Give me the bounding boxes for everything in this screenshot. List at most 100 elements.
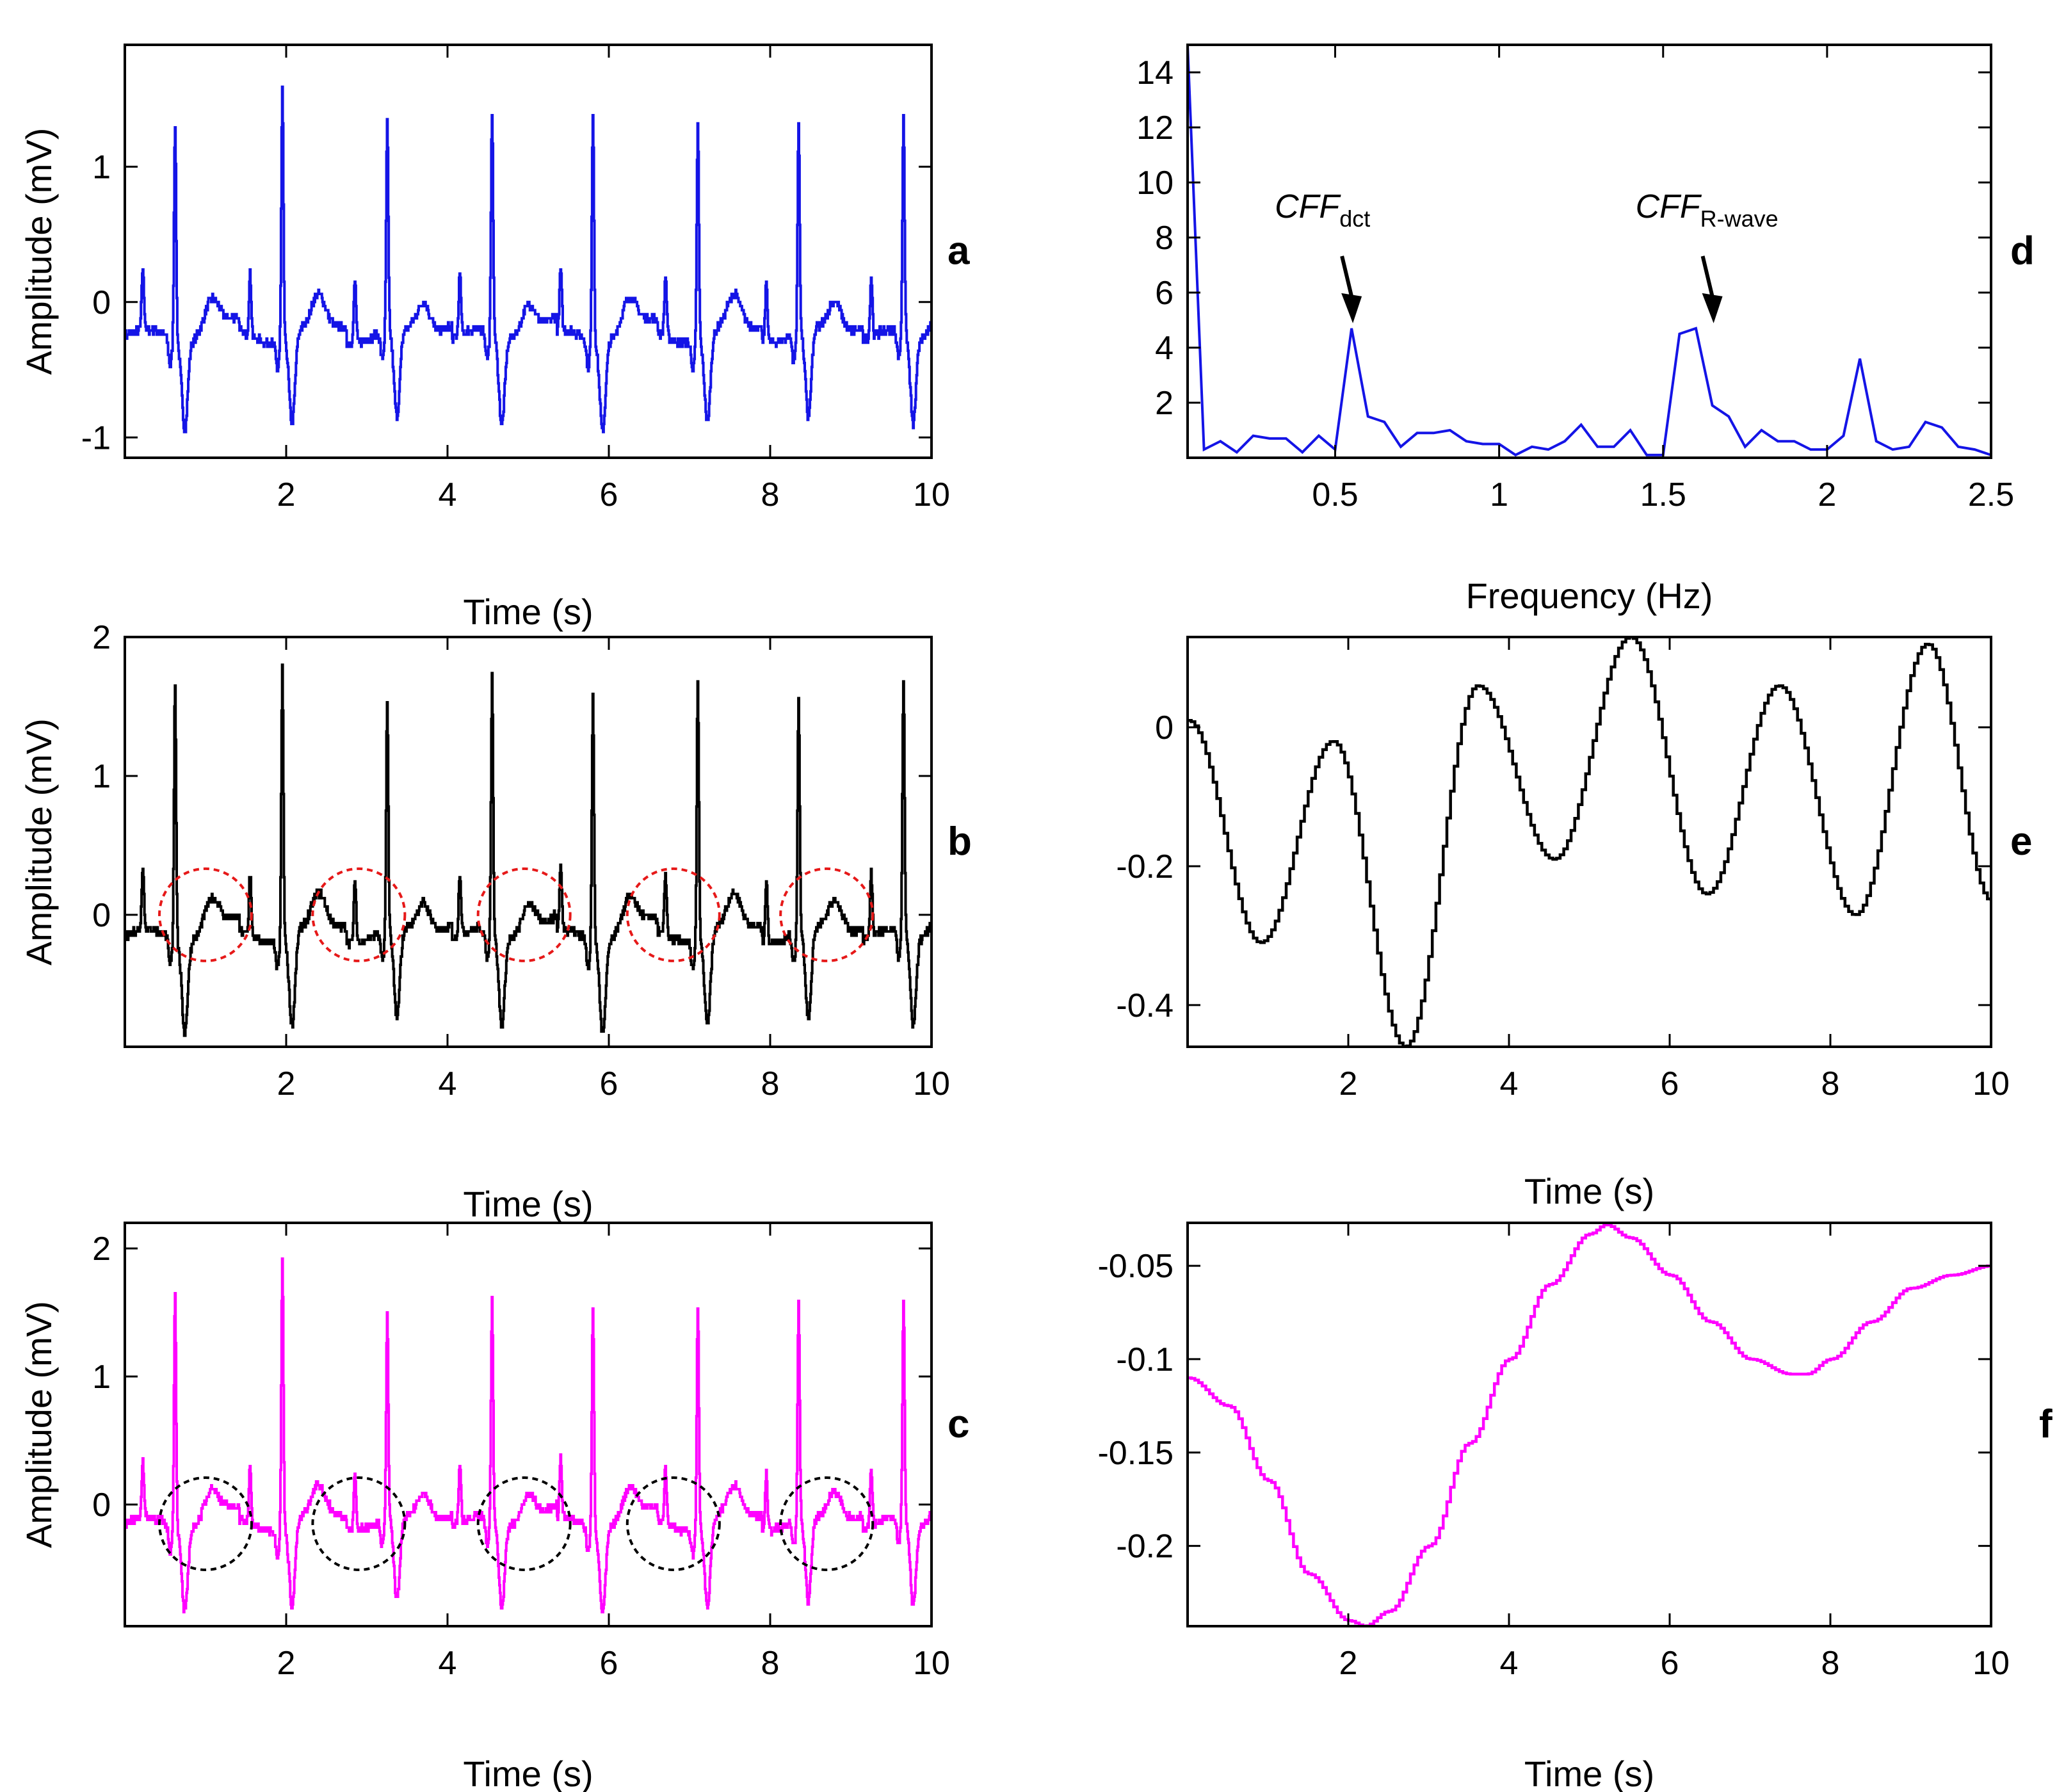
highlight-circle-b-4 [779, 867, 875, 962]
ytick-label-d-1: 4 [1155, 330, 1174, 367]
xtick-label-c-2: 6 [600, 1645, 618, 1682]
ytick-label-a-2: 1 [92, 149, 111, 186]
ytick-label-d-2: 6 [1155, 275, 1174, 312]
ytick-label-c-2: 2 [92, 1231, 111, 1268]
panel-label-b: b [948, 819, 972, 864]
ylabel-c: Amplitude (mV) [19, 1301, 59, 1548]
xtick-label-e-3: 8 [1821, 1065, 1840, 1102]
annotation-main-1: CFF [1636, 188, 1702, 225]
xtick-label-e-0: 2 [1339, 1065, 1358, 1102]
highlight-circle-b-0 [158, 867, 253, 962]
ytick-label-a-0: -1 [81, 419, 111, 456]
xtick-label-c-1: 4 [439, 1645, 457, 1682]
ytick-label-d-5: 12 [1136, 109, 1174, 147]
ytick-label-f-3: -0.05 [1097, 1248, 1174, 1285]
annotation-arrow-d-1 [1700, 255, 1714, 297]
xtick-label-b-1: 4 [439, 1065, 457, 1102]
axes-box-a [124, 44, 933, 459]
annotation-arrowhead-d-0 [1341, 293, 1362, 323]
xtick-label-e-2: 6 [1661, 1065, 1679, 1102]
xlabel-d: Frequency (Hz) [1466, 576, 1713, 616]
highlight-circle-c-2 [476, 1476, 572, 1571]
ytick-label-f-1: -0.15 [1097, 1435, 1174, 1472]
series-line-b [125, 663, 932, 1037]
xtick-label-d-0: 0.5 [1312, 476, 1358, 513]
panel-label-a: a [948, 229, 970, 273]
xtick-label-b-4: 10 [913, 1065, 950, 1102]
panel-label-c: c [948, 1402, 969, 1446]
ytick-label-f-0: -0.2 [1116, 1528, 1174, 1565]
annotation-main-0: CFF [1275, 188, 1341, 225]
xtick-label-a-4: 10 [913, 476, 950, 513]
ylabel-b: Amplitude (mV) [19, 718, 59, 965]
xtick-label-d-1: 1 [1490, 476, 1508, 513]
annotation-subscript-0: dct [1339, 206, 1370, 232]
ytick-label-b-2: 2 [92, 619, 111, 656]
annotation-d-0: CFFdct [1275, 188, 1370, 232]
panel-b: 2 4 6 8 10 0 1 2 Time (s) Amplitude (mV) b [19, 619, 972, 1224]
xtick-label-e-4: 10 [1972, 1065, 2010, 1102]
panel-label-e: e [2010, 819, 2032, 864]
ytick-label-d-3: 8 [1155, 220, 1174, 257]
series-line-a [125, 85, 932, 433]
ytick-label-e-2: 0 [1155, 709, 1174, 747]
xlabel-a: Time (s) [463, 592, 593, 632]
xtick-label-a-3: 8 [761, 476, 780, 513]
xlabel-b: Time (s) [463, 1184, 593, 1224]
ytick-label-e-0: -0.4 [1116, 987, 1174, 1024]
xtick-label-d-4: 2.5 [1968, 476, 2014, 513]
xtick-label-a-1: 4 [439, 476, 457, 513]
annotation-subscript-1: R-wave [1700, 206, 1779, 232]
highlight-circle-c-3 [625, 1476, 721, 1571]
series-line-f [1188, 1223, 1991, 1626]
ytick-label-b-0: 0 [92, 897, 111, 934]
ytick-label-c-0: 0 [92, 1487, 111, 1524]
xtick-label-d-2: 1.5 [1640, 476, 1686, 513]
xtick-label-b-0: 2 [277, 1065, 296, 1102]
highlight-circle-b-1 [311, 867, 407, 962]
axes-box-c [124, 1222, 933, 1627]
ytick-label-d-6: 14 [1136, 54, 1174, 92]
xlabel-f: Time (s) [1524, 1754, 1654, 1792]
highlight-circle-b-2 [476, 867, 572, 962]
annotation-d-1: CFFR-wave [1636, 188, 1779, 232]
xtick-label-a-0: 2 [277, 476, 296, 513]
annotation-arrow-d-0 [1340, 255, 1354, 297]
highlight-circle-c-0 [158, 1476, 253, 1571]
xtick-label-c-3: 8 [761, 1645, 780, 1682]
xtick-label-f-0: 2 [1339, 1645, 1358, 1682]
xlabel-c: Time (s) [463, 1754, 593, 1792]
xtick-label-f-3: 8 [1821, 1645, 1840, 1682]
panel-label-d: d [2010, 229, 2035, 273]
axes-box-f [1186, 1222, 1992, 1627]
xlabel-e: Time (s) [1524, 1171, 1654, 1211]
ytick-label-d-0: 2 [1155, 385, 1174, 422]
xtick-label-f-1: 4 [1500, 1645, 1519, 1682]
xtick-label-b-3: 8 [761, 1065, 780, 1102]
xtick-label-d-3: 2 [1818, 476, 1836, 513]
axes-box-b [124, 636, 933, 1048]
panel-a: 2 4 6 8 10 -1 0 1 Time (s) Amplitude (mV) a [19, 44, 970, 632]
xtick-label-f-4: 10 [1972, 1645, 2010, 1682]
highlight-circle-c-4 [779, 1476, 875, 1571]
xtick-label-e-1: 4 [1500, 1065, 1519, 1102]
highlight-circle-b-3 [625, 867, 721, 962]
panel-c: 2 4 6 8 10 0 1 2 Time (s) Amplitude (mV) c [19, 1222, 969, 1792]
highlight-circle-c-1 [311, 1476, 407, 1571]
ytick-label-a-1: 0 [92, 284, 111, 321]
xtick-label-b-2: 6 [600, 1065, 618, 1102]
ytick-label-f-2: -0.1 [1116, 1341, 1174, 1378]
xtick-label-c-4: 10 [913, 1645, 950, 1682]
axes-box-e [1186, 636, 1992, 1048]
panel-f: 2 4 6 8 10 -0.2 -0.15 -0.1 -0.05 Time (s) f [1097, 1222, 2053, 1792]
ylabel-a: Amplitude (mV) [19, 128, 59, 375]
series-line-d [1188, 45, 1991, 457]
ytick-label-d-4: 10 [1136, 165, 1174, 202]
ytick-label-e-1: -0.2 [1116, 848, 1174, 885]
xtick-label-a-2: 6 [600, 476, 618, 513]
ytick-label-c-1: 1 [92, 1359, 111, 1396]
axes-box-d [1186, 44, 1992, 459]
annotation-arrowhead-d-1 [1702, 293, 1723, 323]
